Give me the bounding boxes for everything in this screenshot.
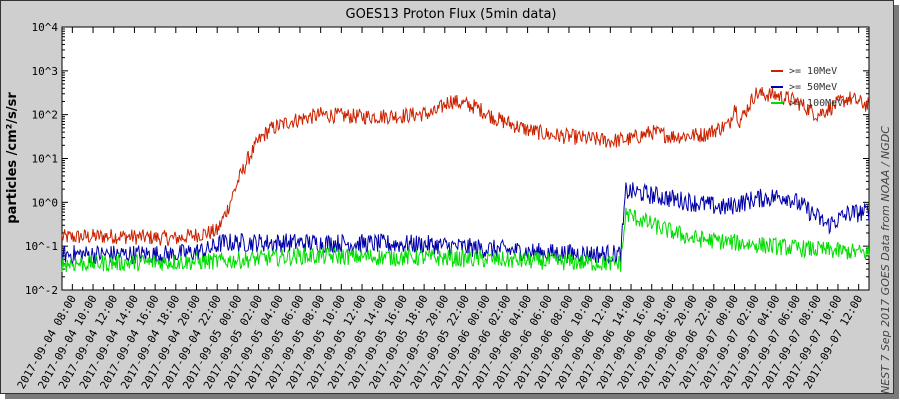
y-tick-label: 10^-2 bbox=[25, 284, 58, 297]
chart-title: GOES13 Proton Flux (5min data) bbox=[346, 7, 557, 22]
series-line-2 bbox=[61, 182, 870, 265]
y-tick-label: 10^-1 bbox=[25, 240, 58, 253]
series-line-1 bbox=[61, 86, 870, 247]
y-tick-label: 10^0 bbox=[32, 196, 59, 209]
y-axis-label: particles /cm²/s/sr bbox=[5, 92, 20, 224]
series-layer bbox=[61, 86, 870, 273]
y-tick-label: 10^4 bbox=[32, 21, 59, 34]
y-tick-label: 10^2 bbox=[32, 109, 59, 122]
y-tick-label: 10^3 bbox=[32, 65, 59, 78]
credit-text: NEST 7 Sep 2017 GOES Data from NOAA / NG… bbox=[879, 126, 892, 394]
series-line-3 bbox=[61, 207, 870, 273]
legend-label-1: >= 10MeV bbox=[789, 66, 837, 77]
legend-label-3: >= 100MeV bbox=[789, 98, 843, 109]
legend-label-2: >= 50MeV bbox=[789, 82, 837, 93]
y-tick-label: 10^1 bbox=[32, 153, 59, 166]
legend: >= 10MeV >= 50MeV >= 100MeV bbox=[771, 66, 843, 109]
